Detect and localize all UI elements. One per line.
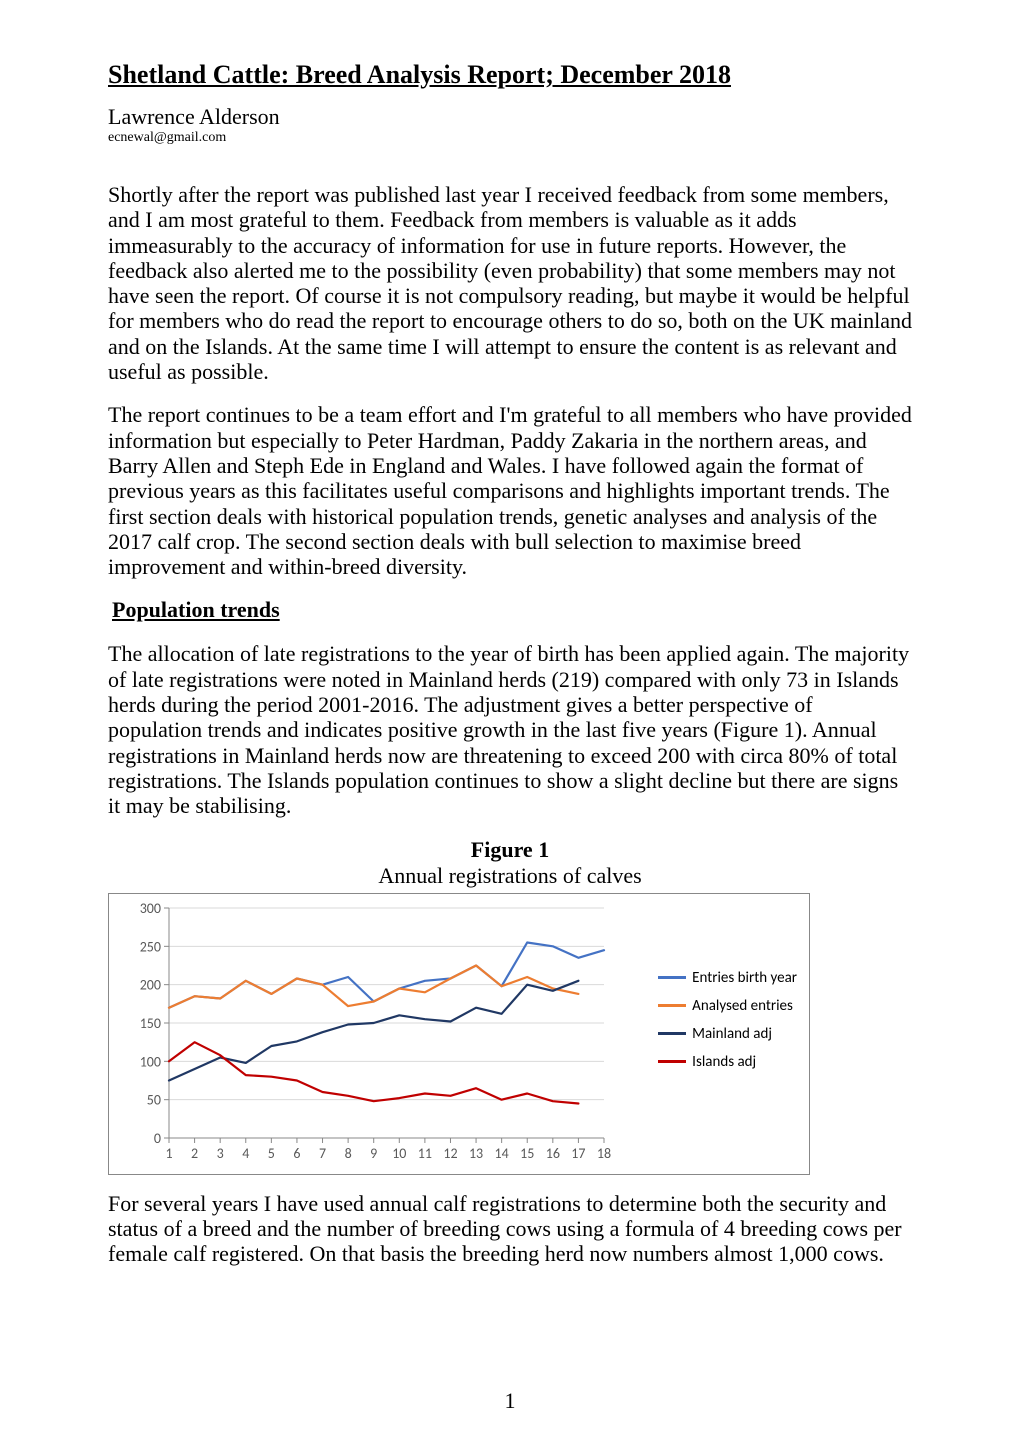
legend-label: Analysed entries xyxy=(692,997,793,1015)
legend-item: Analysed entries xyxy=(658,992,797,1020)
y-tick-label: 200 xyxy=(140,976,161,993)
document-title: Shetland Cattle: Breed Analysis Report; … xyxy=(108,60,912,90)
legend-label: Islands adj xyxy=(692,1053,756,1071)
x-tick-label: 15 xyxy=(520,1145,534,1162)
y-tick-label: 300 xyxy=(140,900,161,917)
page-number: 1 xyxy=(0,1388,1020,1414)
x-tick-label: 11 xyxy=(418,1145,432,1162)
paragraph-4: For several years I have used annual cal… xyxy=(108,1191,912,1267)
x-tick-label: 5 xyxy=(268,1145,275,1162)
x-tick-label: 12 xyxy=(443,1145,457,1162)
y-tick-label: 250 xyxy=(140,938,161,955)
legend-label: Mainland adj xyxy=(692,1025,772,1043)
legend-swatch xyxy=(658,976,686,979)
y-tick-label: 150 xyxy=(140,1015,161,1032)
legend-swatch xyxy=(658,1004,686,1007)
y-tick-label: 0 xyxy=(154,1130,161,1147)
x-tick-label: 17 xyxy=(571,1145,585,1162)
paragraph-1: Shortly after the report was published l… xyxy=(108,182,912,384)
author-email: ecnewal@gmail.com xyxy=(108,130,912,146)
x-tick-label: 4 xyxy=(242,1145,249,1162)
paragraph-3: The allocation of late registrations to … xyxy=(108,641,912,818)
series-line xyxy=(169,980,578,1080)
x-tick-label: 13 xyxy=(469,1145,483,1162)
x-tick-label: 10 xyxy=(392,1145,406,1162)
legend-swatch xyxy=(658,1032,686,1035)
figure-subtitle: Annual registrations of calves xyxy=(108,863,912,889)
x-tick-label: 6 xyxy=(293,1145,300,1162)
page: Shetland Cattle: Breed Analysis Report; … xyxy=(0,0,1020,1442)
x-tick-label: 9 xyxy=(370,1145,377,1162)
x-tick-label: 7 xyxy=(319,1145,326,1162)
y-tick-label: 50 xyxy=(147,1091,161,1108)
paragraph-2: The report continues to be a team effort… xyxy=(108,402,912,579)
figure-1-chart: 0501001502002503001234567891011121314151… xyxy=(108,893,810,1175)
series-line xyxy=(169,942,604,1007)
x-tick-label: 3 xyxy=(217,1145,224,1162)
x-tick-label: 8 xyxy=(345,1145,352,1162)
x-tick-label: 16 xyxy=(546,1145,560,1162)
x-tick-label: 1 xyxy=(165,1145,172,1162)
series-line xyxy=(169,1042,578,1103)
legend-item: Entries birth year xyxy=(658,964,797,992)
x-tick-label: 14 xyxy=(495,1145,509,1162)
legend-swatch xyxy=(658,1060,686,1063)
x-tick-label: 18 xyxy=(597,1145,611,1162)
series-line xyxy=(169,965,578,1007)
y-tick-label: 100 xyxy=(140,1053,161,1070)
figure-title: Figure 1 xyxy=(108,837,912,863)
x-tick-label: 2 xyxy=(191,1145,198,1162)
section-heading-population-trends: Population trends xyxy=(112,597,912,623)
legend-item: Mainland adj xyxy=(658,1020,797,1048)
chart-legend: Entries birth year Analysed entries Mainla… xyxy=(658,964,797,1076)
legend-item: Islands adj xyxy=(658,1048,797,1076)
legend-label: Entries birth year xyxy=(692,969,797,987)
author-name: Lawrence Alderson xyxy=(108,104,912,130)
